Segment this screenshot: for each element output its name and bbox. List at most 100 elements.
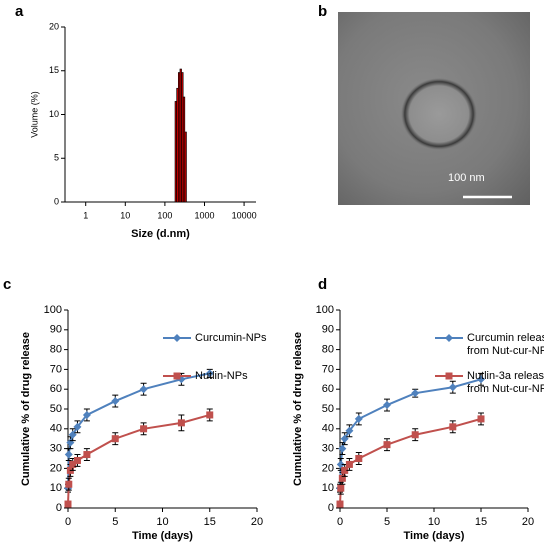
marker — [345, 426, 354, 435]
legend-label: Nutlin-NPs — [195, 370, 248, 382]
y-tick-label: 10 — [322, 482, 334, 494]
y-tick-label: 0 — [328, 502, 334, 514]
marker — [336, 460, 345, 469]
x-tick-label: 20 — [522, 516, 534, 528]
chart-panel: a 0 5 10 15 20 1 10 100 1000 10000 Size (d.nm) Volum… — [15, 3, 257, 240]
marker — [338, 474, 346, 482]
marker — [449, 423, 457, 431]
x-tick-label: 10 — [120, 210, 130, 220]
y-tick-label: 100 — [316, 304, 334, 316]
y-tick-label: 30 — [50, 443, 62, 455]
marker — [354, 414, 363, 423]
x-axis-label: Time (days) — [132, 530, 193, 542]
marker — [345, 460, 353, 468]
y-tick-label: 0 — [56, 502, 62, 514]
panel-label: b — [318, 3, 327, 20]
x-tick-label: 100 — [157, 210, 172, 220]
marker — [477, 415, 485, 423]
marker — [338, 444, 347, 453]
y-tick-label: 20 — [50, 462, 62, 474]
x-tick-label: 10000 — [232, 210, 257, 220]
y-tick-label: 50 — [322, 403, 334, 415]
marker — [111, 435, 119, 443]
marker — [383, 401, 391, 410]
y-axis-label: Cumulative % of drug release — [20, 332, 32, 486]
marker — [73, 422, 82, 431]
legend-marker — [445, 334, 453, 342]
marker — [337, 484, 345, 492]
marker — [139, 385, 148, 394]
legend-label: Curcumin-NPs — [195, 332, 267, 344]
scale-label: 100 nm — [448, 172, 485, 184]
bar — [184, 131, 187, 203]
x-tick-label: 0 — [337, 516, 343, 528]
y-axis-label: Volume (%) — [29, 91, 39, 138]
legend-marker — [445, 372, 453, 380]
x-tick-label: 20 — [251, 516, 263, 528]
marker — [177, 419, 185, 427]
x-tick-label: 15 — [475, 516, 487, 528]
marker — [477, 375, 485, 384]
marker — [111, 397, 120, 406]
marker — [205, 369, 214, 378]
series-line — [339, 378, 482, 489]
y-tick-label: 100 — [44, 304, 62, 316]
nanoparticle — [401, 78, 477, 150]
y-tick-label: 30 — [322, 443, 334, 455]
marker — [69, 460, 77, 468]
marker — [83, 451, 91, 459]
legend-marker — [173, 334, 181, 342]
y-tick-label: 10 — [49, 109, 59, 119]
chart-panel: d 0 10 20 30 40 50 60 70 80 90 100 0 5 10 15 20 Time (day… — [292, 276, 544, 542]
x-tick-label: 1000 — [194, 210, 214, 220]
marker — [355, 455, 363, 462]
x-tick-label: 1 — [83, 210, 88, 220]
marker — [448, 383, 457, 392]
x-tick-label: 5 — [384, 516, 390, 528]
x-axis-label: Size (d.nm) — [131, 228, 190, 240]
x-tick-label: 5 — [112, 516, 118, 528]
series-line — [67, 413, 211, 505]
y-tick-label: 60 — [322, 383, 334, 395]
y-tick-label: 10 — [50, 482, 62, 494]
y-tick-label: 60 — [50, 383, 62, 395]
marker — [64, 500, 72, 508]
x-tick-label: 10 — [156, 516, 168, 528]
series-line — [339, 417, 482, 505]
marker — [383, 441, 391, 449]
marker — [73, 456, 81, 464]
y-tick-label: 90 — [50, 324, 62, 336]
panel-label: c — [3, 276, 11, 293]
y-tick-label: 20 — [49, 21, 59, 31]
marker — [206, 411, 214, 419]
marker — [411, 431, 419, 439]
y-tick-label: 0 — [54, 196, 59, 206]
marker — [341, 466, 349, 474]
x-axis-label: Time (days) — [404, 530, 465, 542]
x-tick-label: 15 — [204, 516, 216, 528]
y-tick-label: 70 — [50, 363, 62, 375]
y-tick-label: 70 — [322, 363, 334, 375]
y-tick-label: 40 — [322, 423, 334, 435]
chart-panel: c 0 10 20 30 40 50 60 70 80 90 100 0 5 10 15 20 Time (day… — [3, 276, 267, 542]
marker — [140, 425, 148, 433]
panel-label: a — [15, 3, 24, 20]
x-tick-label: 10 — [428, 516, 440, 528]
y-axis-label: Cumulative % of drug release — [292, 332, 304, 486]
legend-marker — [173, 372, 181, 380]
y-tick-label: 90 — [322, 324, 334, 336]
y-tick-label: 20 — [322, 462, 334, 474]
y-tick-label: 80 — [50, 344, 62, 356]
marker — [65, 480, 73, 488]
y-tick-label: 5 — [54, 153, 59, 163]
marker — [82, 410, 91, 419]
tem-panel: b 100 nm — [318, 3, 530, 205]
y-tick-label: 15 — [49, 65, 59, 75]
y-tick-label: 50 — [50, 403, 62, 415]
marker — [336, 500, 344, 508]
marker — [64, 450, 73, 459]
x-tick-label: 0 — [65, 516, 71, 528]
